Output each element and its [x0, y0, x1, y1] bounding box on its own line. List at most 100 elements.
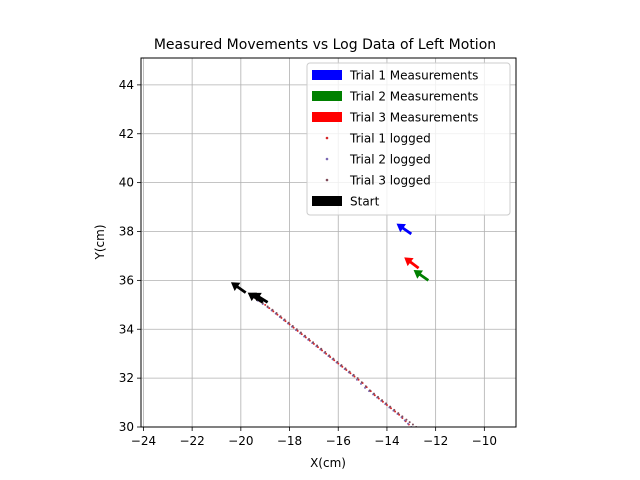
- y-tick-label: 44: [119, 78, 134, 92]
- trial-2-logged-point: [364, 386, 367, 389]
- trial-1-logged-point: [381, 400, 384, 403]
- trial-1-logged-point: [304, 336, 307, 339]
- axis-ticks: −24 −22 −20 −18 −16 −14 −12 −10 30 32 34 36 38 40 42 44: [119, 78, 497, 448]
- trial-3-logged-point: [381, 399, 384, 402]
- legend-marker-trial-1-logged: [325, 136, 329, 140]
- trial-1-logged-point: [280, 316, 283, 319]
- trial-3-logged-point: [271, 308, 274, 311]
- trial-3-measurements-arrow: [404, 257, 420, 270]
- x-tick-label: −22: [179, 434, 204, 448]
- start-arrow: [230, 282, 247, 294]
- trial-3-logged-point: [332, 357, 335, 360]
- trial-1-logged-point: [325, 352, 328, 355]
- trial-2-logged-point: [407, 422, 410, 425]
- x-tick-label: −10: [472, 434, 497, 448]
- trial-3-logged-point: [295, 328, 298, 331]
- legend-swatch-trial-3-measurements: [312, 112, 342, 122]
- trial-1-logged-point: [321, 349, 324, 352]
- y-tick-label: 40: [119, 176, 134, 190]
- x-tick-label: −18: [277, 434, 302, 448]
- y-tick-label: 32: [119, 371, 134, 385]
- trial-1-logged-point: [284, 320, 287, 323]
- y-axis-label: Y(cm): [93, 225, 107, 261]
- trial-2-logged-point: [355, 378, 358, 381]
- trial-2-logged-point: [403, 419, 406, 422]
- x-tick-label: −24: [131, 434, 156, 448]
- trial-3-logged-point: [393, 408, 396, 411]
- plot-frame: [140, 57, 517, 428]
- trial-3-logged-point: [291, 324, 294, 327]
- trial-1-logged-point: [268, 307, 271, 310]
- trial-1-logged-point: [345, 368, 348, 371]
- trial-1-logged-point: [385, 404, 388, 407]
- start-arrow: [252, 292, 269, 304]
- legend-label-trial-3-logged: Trial 3 logged: [349, 174, 431, 188]
- trial-1-logged-point: [312, 342, 315, 345]
- arrow-shape: [230, 282, 247, 294]
- trial-3-logged-point: [356, 377, 359, 380]
- trial-1-logged-point: [292, 326, 295, 329]
- trial-3-logged-point: [344, 367, 347, 370]
- legend-label-trial-2-logged: Trial 2 logged: [349, 153, 431, 167]
- legend-label-trial-1-logged: Trial 1 logged: [349, 132, 431, 146]
- trial-1-logged-point: [272, 310, 275, 313]
- x-tick-label: −16: [326, 434, 351, 448]
- trial-1-logged-point: [353, 375, 356, 378]
- trial-3-logged-point: [385, 402, 388, 405]
- trial-3-logged-point: [389, 405, 392, 408]
- arrow-shape: [252, 292, 269, 304]
- legend-label-trial-2-measurements: Trial 2 Measurements: [349, 90, 478, 104]
- trial-3-logged-point: [405, 418, 408, 421]
- trial-3-logged-point: [308, 338, 311, 341]
- legend-label-trial-3-measurements: Trial 3 Measurements: [349, 111, 478, 125]
- legend-label-trial-1-measurements: Trial 1 Measurements: [349, 69, 478, 83]
- legend-swatch-trial-2-measurements: [312, 91, 342, 101]
- trial-3-logged-point: [368, 389, 371, 392]
- trial-1-logged-point: [398, 413, 401, 416]
- trial-3-logged-point: [279, 315, 282, 318]
- x-tick-label: −20: [228, 434, 253, 448]
- x-tick-label: −12: [423, 434, 448, 448]
- trial-3-logged-point: [283, 318, 286, 321]
- y-tick-label: 38: [119, 225, 134, 239]
- trial-3-logged-point: [377, 395, 380, 398]
- trial-3-logged-point: [324, 351, 327, 354]
- trial-1-logged-point: [288, 323, 291, 326]
- trial-1-logged-point: [333, 359, 336, 362]
- trial-3-logged-point: [312, 341, 315, 344]
- data-layer: [230, 223, 430, 427]
- legend-marker-trial-3-logged: [325, 178, 329, 182]
- trial-3-logged-point: [275, 311, 278, 314]
- trial-1-logged-point: [341, 365, 344, 368]
- trial-3-logged-point: [352, 373, 355, 376]
- arrow-shape: [396, 223, 413, 236]
- trial-3-logged-point: [372, 392, 375, 395]
- y-tick-label: 30: [119, 420, 134, 434]
- trial-1-logged-point: [337, 362, 340, 365]
- trial-3-logged-point: [364, 385, 367, 388]
- trial-3-logged-point: [360, 381, 363, 384]
- trial-2-measurements-arrow: [413, 270, 430, 282]
- trial-1-logged-point: [300, 333, 303, 336]
- trial-1-logged-point: [308, 339, 311, 342]
- trial-1-logged-point: [373, 394, 376, 397]
- trial-1-logged-point: [357, 378, 360, 381]
- trial-1-logged-point: [296, 329, 299, 332]
- arrow-shape: [413, 270, 430, 282]
- trial-1-logged-point: [377, 397, 380, 400]
- legend-label-start: Start: [350, 195, 380, 209]
- trial-3-logged-point: [320, 347, 323, 350]
- y-tick-label: 34: [119, 322, 134, 336]
- trial-3-logged-point: [303, 334, 306, 337]
- trial-3-logged-point: [348, 370, 351, 373]
- y-tick-label: 36: [119, 273, 134, 287]
- trial-1-logged-point: [349, 372, 352, 375]
- legend: Trial 1 Measurements Trial 2 Measurements…: [306, 62, 511, 216]
- trial-3-logged-point: [411, 423, 414, 426]
- legend-marker-trial-2-logged: [325, 157, 329, 161]
- trial-2-logged-point: [359, 382, 362, 385]
- trial-3-logged-point: [401, 415, 404, 418]
- trial-3-logged-point: [266, 305, 269, 308]
- trial-1-logged-point: [329, 355, 332, 358]
- trial-3-logged-point: [316, 344, 319, 347]
